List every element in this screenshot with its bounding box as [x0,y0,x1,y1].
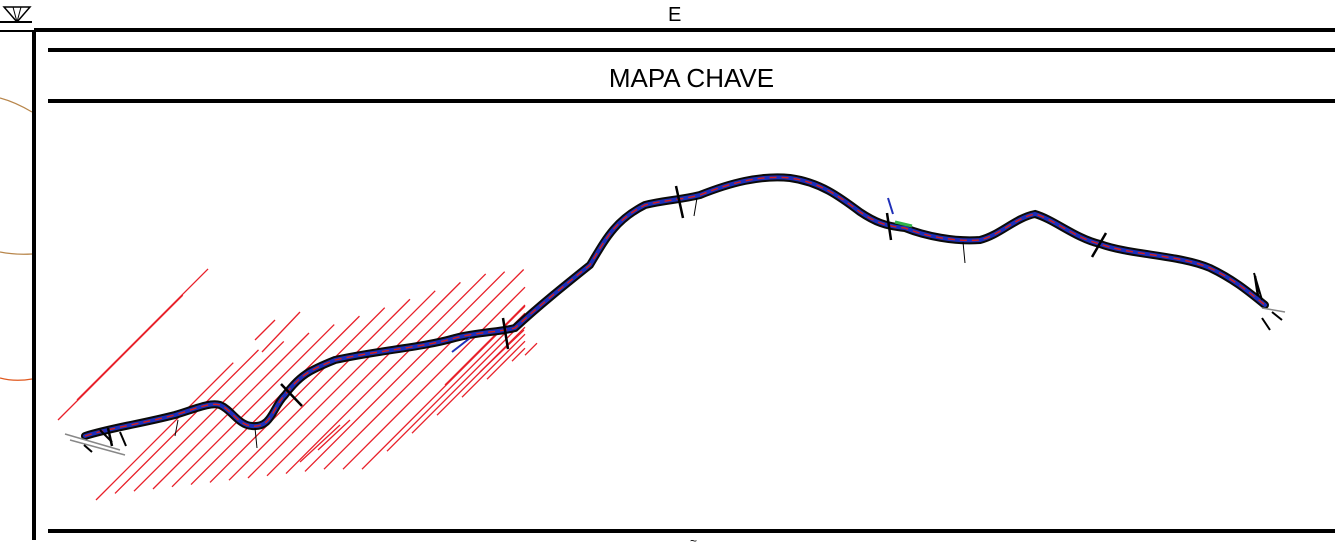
route-centerline [84,176,1266,437]
hatch-line [95,362,234,501]
hatch-line [317,419,351,451]
hatched-area [57,268,538,501]
hatch-line [486,340,526,380]
contour-line [0,97,33,113]
hatch-line [133,340,285,492]
section-marker [280,383,303,407]
hatch-line [57,294,184,421]
hatch-line [342,286,526,470]
hatch-line [304,271,506,472]
hatch-line [190,315,360,486]
hatch-line [386,312,526,452]
hatch-line [209,307,386,483]
section-marker [501,317,510,350]
sheet-frame [32,28,1335,540]
alignment-route [64,173,1286,456]
hatch-line [285,273,487,475]
level-marker-icon [0,6,32,32]
section-marker [1253,275,1260,297]
map-title: MAPA CHAVE [608,63,775,93]
hatch-line [299,424,341,463]
hatch-line [247,290,436,479]
section-marker [1090,232,1108,258]
contour-lines [0,97,33,381]
hatch-line [261,311,301,353]
route-ticks [174,197,966,449]
hatch-line [171,324,335,488]
hatch-line [254,319,276,341]
contour-line [0,251,33,255]
contour-line [0,377,33,381]
hatch-line [323,269,525,470]
hatch-line [524,342,538,356]
route-green-patch [451,197,913,353]
section-markers [106,185,1260,447]
hatch-line [114,349,259,494]
section-marker [106,427,114,447]
section-marker [885,212,893,241]
hatch-line [266,281,461,477]
hatch-line [228,298,411,481]
hatch-line [461,333,526,398]
sheet-top-label: E [668,4,682,26]
hatch-line [444,304,526,386]
hatch-line [76,268,209,401]
bottom-label-stub: ~ [690,534,698,548]
hatch-line [511,347,526,362]
hatch-line [479,329,525,373]
section-marker [674,185,685,219]
